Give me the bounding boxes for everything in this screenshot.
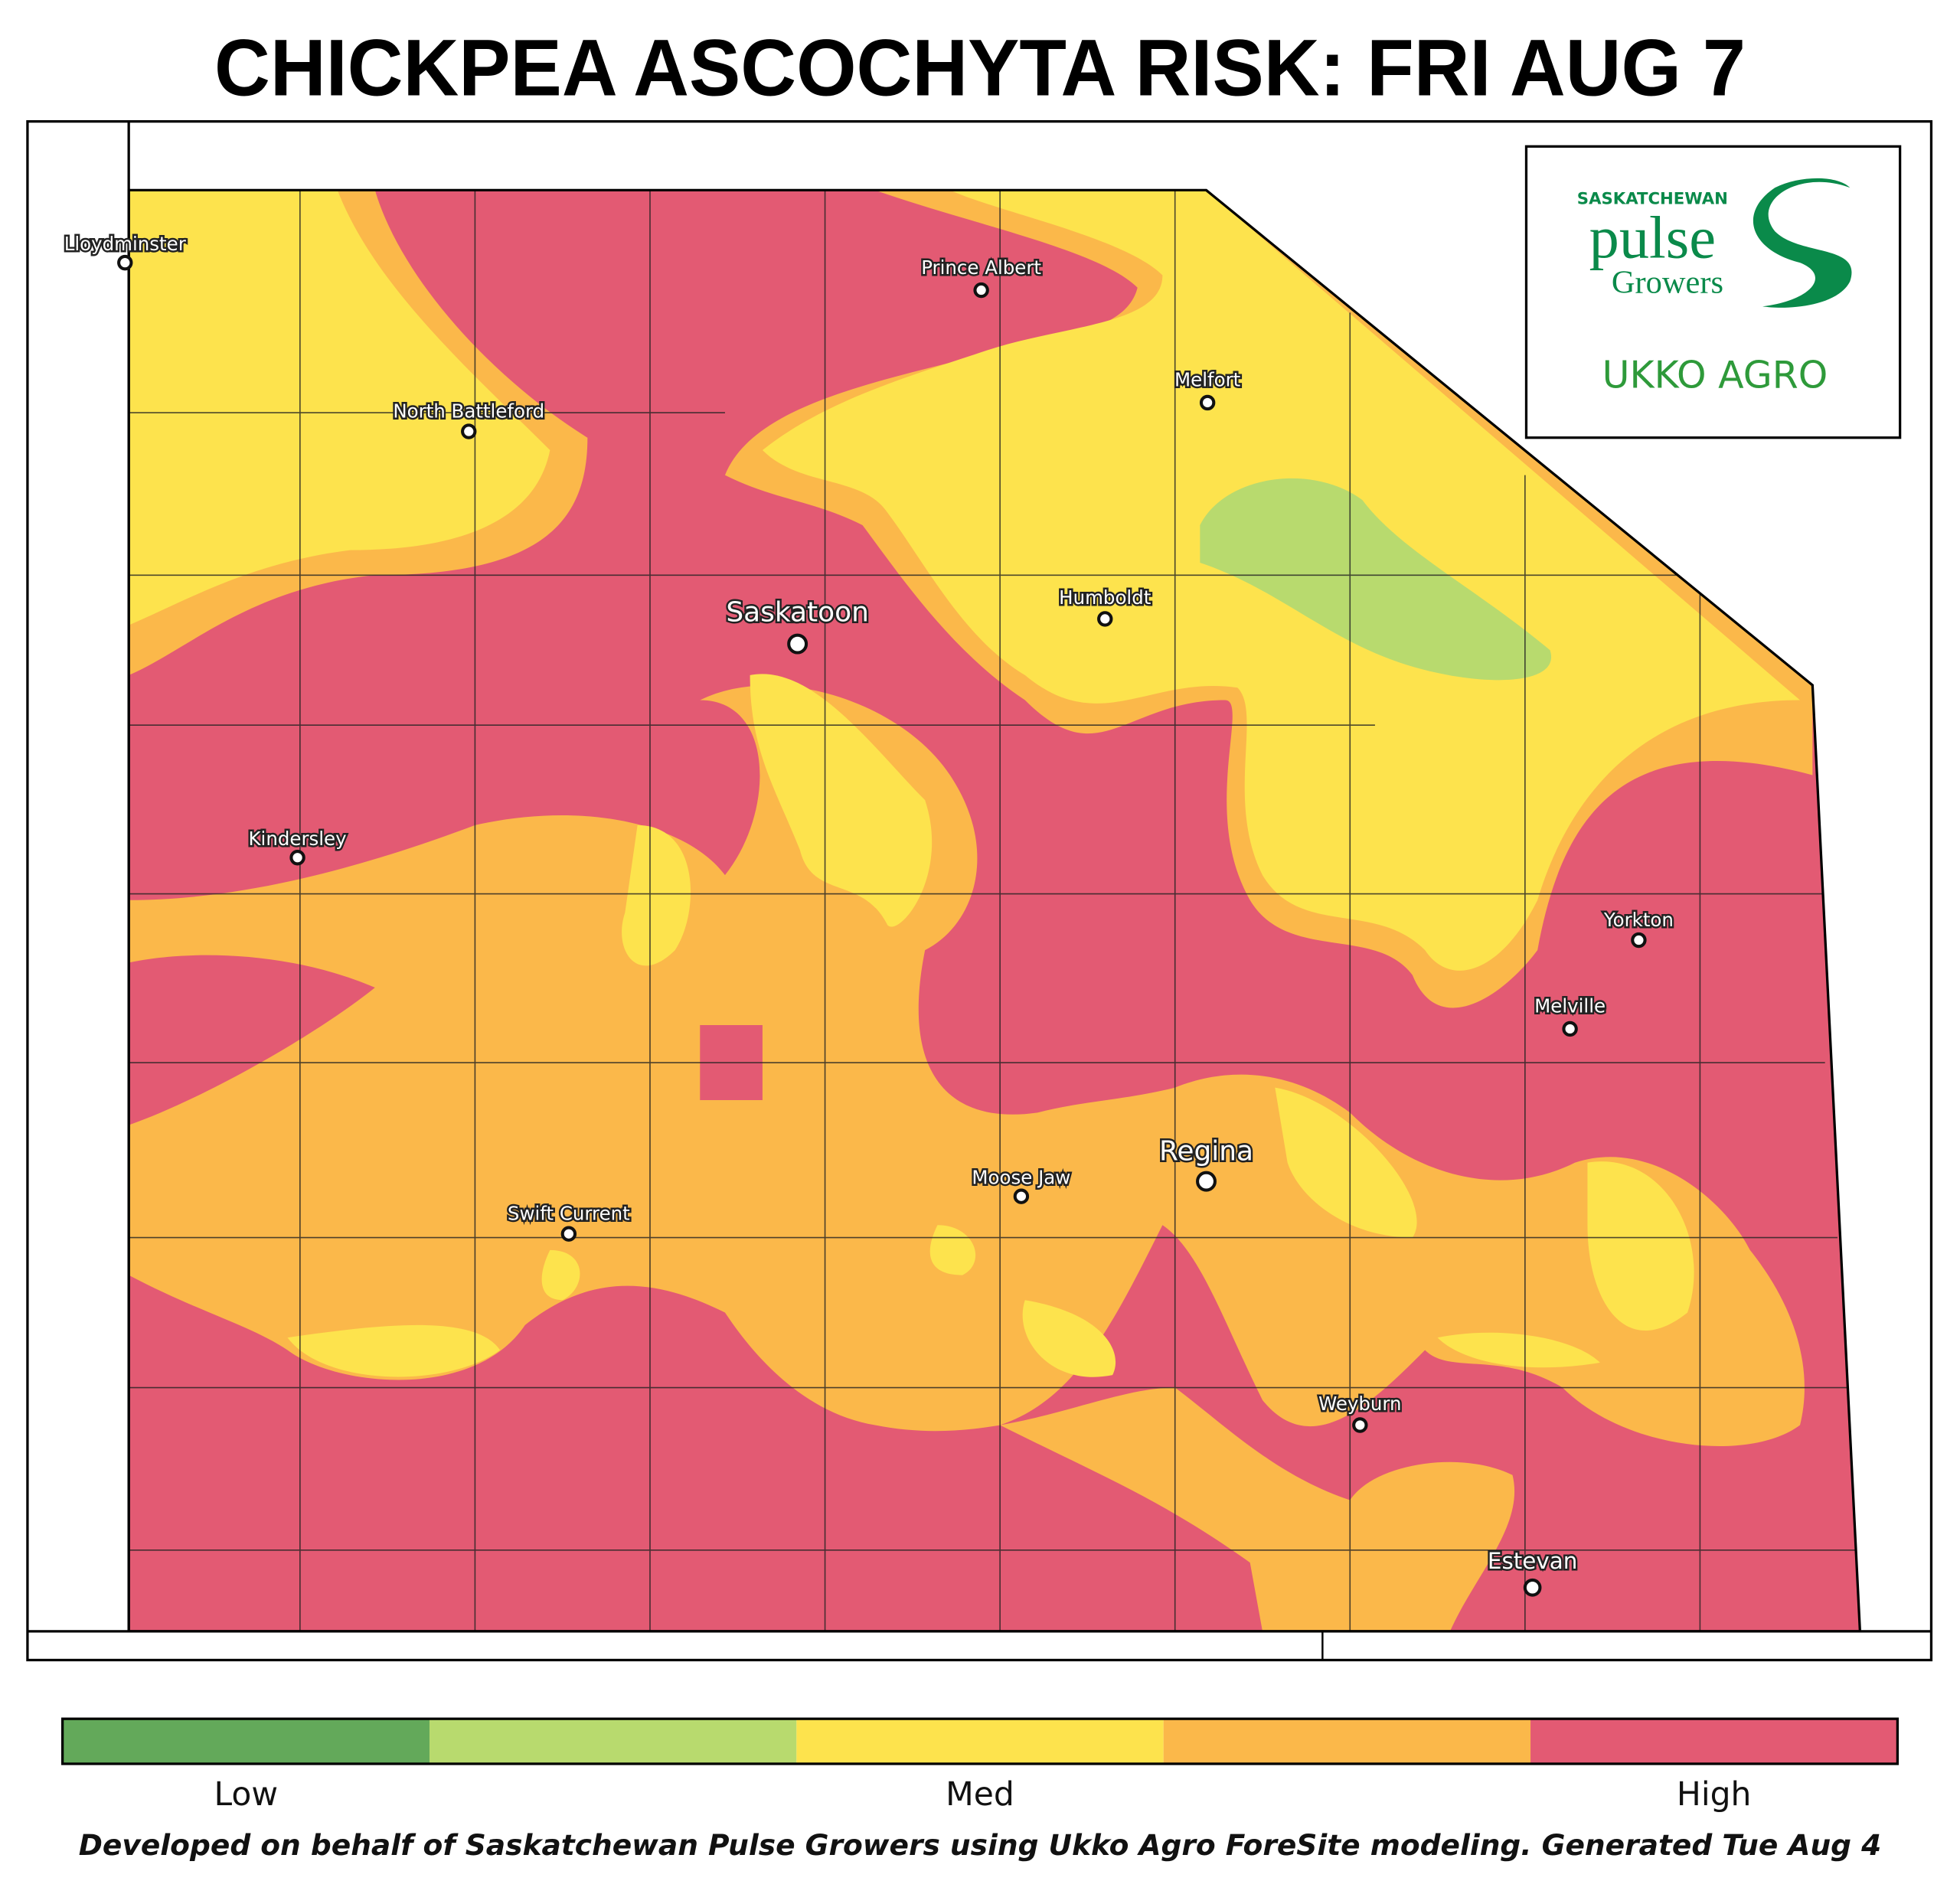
legend: Low Med High: [61, 1717, 1899, 1814]
city-label: Yorkton: [1603, 909, 1674, 931]
legend-swatch: [429, 1719, 797, 1764]
logo-text: UKKO AGRO: [1602, 353, 1828, 397]
city-dot: [787, 633, 808, 655]
logo-text: pulse: [1589, 204, 1716, 271]
legend-swatch: [796, 1719, 1164, 1764]
city-dot: [1097, 611, 1113, 627]
logo-text: SASKATCHEWAN: [1577, 189, 1728, 208]
city-dot: [1196, 1171, 1217, 1192]
city-dot: [461, 423, 477, 439]
city-dot: [289, 850, 305, 866]
city-label: Estevan: [1488, 1548, 1577, 1574]
city-label: Lloydminster: [64, 233, 187, 255]
city-label: Kindersley: [249, 828, 347, 850]
legend-swatch: [1163, 1719, 1531, 1764]
legend-label: High: [1677, 1776, 1752, 1814]
city-label: Regina: [1159, 1135, 1253, 1167]
city-label: Humboldt: [1059, 586, 1152, 609]
city-label: Melfort: [1174, 369, 1241, 391]
city-dot: [1352, 1417, 1368, 1433]
legend-swatch: [1530, 1719, 1898, 1764]
city-label: Prince Albert: [921, 256, 1041, 279]
city-dot: [1631, 932, 1647, 949]
city-label: Moose Jaw: [972, 1166, 1070, 1188]
city-label: Melville: [1534, 995, 1606, 1017]
city-label: Weyburn: [1318, 1393, 1401, 1415]
legend-label: Low: [214, 1776, 279, 1814]
logo-mark: [1753, 178, 1852, 308]
city-dot: [560, 1226, 577, 1242]
risk-surface: [129, 190, 1860, 1631]
city-label: Swift Current: [508, 1203, 630, 1225]
city-label: North Battleford: [393, 400, 544, 423]
legend-swatch: [62, 1719, 430, 1764]
map-title: CHICKPEA ASCOCHYTA RISK: FRI AUG 7: [214, 23, 1746, 113]
city-label: Saskatoon: [726, 597, 868, 629]
footer: Developed on behalf of Saskatchewan Puls…: [79, 1828, 1882, 1862]
logo-text: Growers: [1612, 264, 1723, 300]
legend-border: [61, 1717, 1899, 1765]
city-dot: [973, 282, 989, 299]
legend-label: Med: [946, 1776, 1014, 1814]
cities: Lloydminster Prince Albert Melfort North…: [62, 230, 1675, 1597]
city-dot: [117, 254, 133, 271]
city-dot: [1562, 1020, 1578, 1037]
city-dot: [1199, 394, 1216, 411]
city-dot: [1523, 1578, 1542, 1597]
city-dot: [1013, 1188, 1030, 1204]
logo: SASKATCHEWAN pulse Growers UKKO AGRO: [1524, 145, 1902, 439]
